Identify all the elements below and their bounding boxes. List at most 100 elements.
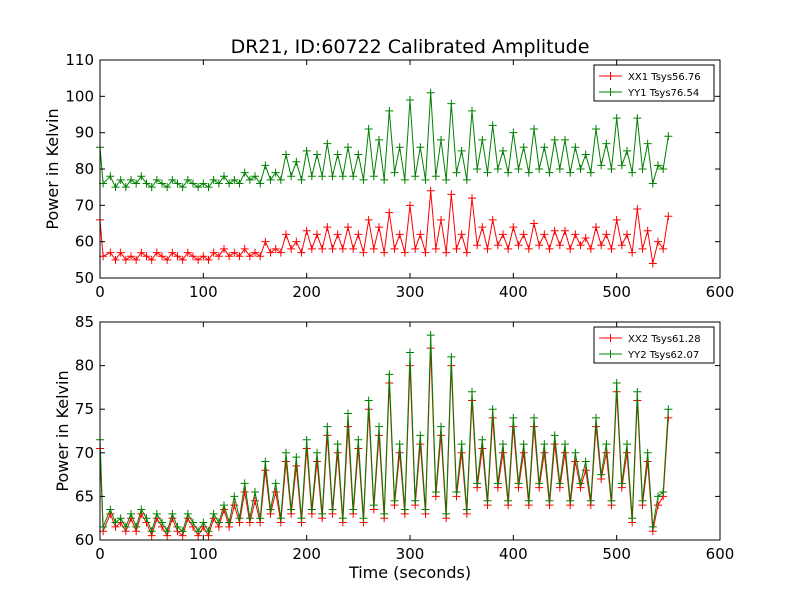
bottom-plot-legend-marker-2	[606, 350, 615, 358]
bottom-plot-series-2-marker	[266, 505, 275, 514]
bottom-plot-series-2-marker	[592, 413, 600, 422]
top-plot-series-1-marker	[468, 194, 476, 203]
bottom-plot-series-2-marker	[550, 431, 559, 440]
top-plot-ytick-label: 100	[65, 87, 94, 105]
top-plot-series-2-marker	[607, 165, 616, 173]
bottom-plot-ytick-label: 80	[75, 357, 94, 375]
top-plot-legend: XX1 Tsys56.76 YY1 Tsys76.54	[593, 64, 715, 102]
top-plot-series-2-marker	[256, 179, 265, 188]
bottom-plot-series-2-marker	[132, 522, 141, 531]
top-plot-series-1-marker	[499, 230, 507, 239]
top-plot-series-2-marker	[333, 150, 342, 159]
top-plot-series-1-marker	[473, 241, 482, 250]
bottom-plot-series-2-marker	[400, 505, 409, 514]
bottom-plot-series-1-marker	[602, 448, 611, 457]
top-plot-series-2-marker	[121, 183, 130, 192]
bottom-plot-series-2-marker	[447, 352, 456, 361]
top-plot-series-2-marker	[297, 175, 306, 184]
top-plot-series-1-marker	[178, 255, 187, 264]
top-plot-series-2-marker	[214, 179, 223, 188]
top-plot-series-1-marker	[623, 230, 631, 239]
top-plot-series-1-marker	[524, 244, 533, 253]
top-plot-legend-marker-1	[606, 72, 615, 80]
bottom-plot-series-2-marker	[633, 387, 642, 396]
top-plot-series-2-marker	[483, 168, 492, 177]
bottom-plot-series-2-marker	[271, 479, 280, 488]
top-plot-series-2-marker	[571, 143, 580, 152]
bottom-plot-series-2-marker	[617, 479, 626, 488]
top-plot-series-2-marker	[266, 175, 275, 184]
top-plot-series-1-marker	[220, 244, 228, 253]
top-plot-series-2-marker	[452, 168, 461, 177]
top-plot-series-2-marker	[292, 157, 301, 166]
bottom-plot-series-2-marker	[302, 435, 311, 444]
top-plot-series-2-marker	[111, 183, 120, 192]
bottom-plot-series-2-marker	[623, 440, 631, 449]
top-plot-series-1-marker	[240, 244, 249, 253]
top-plot-series-1-marker	[297, 248, 306, 257]
bottom-plot-series-1-marker	[240, 488, 249, 497]
top-plot-series-1-marker	[550, 226, 559, 235]
top-plot-series-2-marker	[364, 125, 373, 134]
top-plot-series-2-marker	[354, 150, 363, 159]
top-plot-series-2-marker	[137, 172, 146, 181]
top-plot-series-1-marker	[349, 244, 358, 253]
top-plot-xtick-label: 300	[396, 283, 425, 301]
bottom-plot-series-2-marker	[106, 505, 115, 514]
bottom-plot-series-2-marker	[261, 457, 270, 466]
top-plot-series-1-marker	[597, 241, 606, 250]
top-plot-xtick-label: 400	[499, 283, 528, 301]
bottom-plot-series-2-marker	[638, 496, 647, 505]
top-plot-series-2-marker	[240, 168, 249, 177]
bottom-plot-series-2-marker	[364, 396, 373, 405]
top-plot-series-1-marker	[633, 204, 642, 213]
top-plot-series-1-marker	[292, 237, 301, 246]
bottom-plot-ytick-label: 70	[75, 444, 94, 462]
top-plot-series-2-marker	[499, 146, 507, 155]
bottom-plot-series-2-marker	[457, 440, 466, 449]
top-plot-series-1-marker	[359, 248, 368, 257]
top-plot-series-1-marker	[127, 252, 135, 261]
top-plot-series-2-marker	[493, 165, 502, 173]
bottom-plot-series-2-marker	[116, 514, 125, 523]
bottom-plot-series-2-marker	[137, 505, 146, 514]
top-plot-series-1-marker	[643, 226, 652, 235]
bottom-plot-series-1-marker	[251, 496, 259, 505]
bottom-plot-series-2-marker	[390, 496, 399, 505]
top-plot-series-1-marker	[576, 241, 585, 250]
top-plot-series-2-marker	[633, 114, 642, 123]
top-plot-legend-label-1: XX1 Tsys56.76	[628, 72, 701, 83]
top-plot-series-2-marker	[581, 150, 590, 159]
bottom-plot-series-2-marker	[535, 479, 544, 488]
top-plot-series-2-marker	[194, 183, 203, 192]
top-plot-series-2-marker	[431, 172, 440, 181]
top-plot-series-2-marker	[132, 179, 141, 188]
top-plot-series-1-marker	[406, 201, 414, 210]
top-plot-series-1-marker	[390, 244, 399, 253]
bottom-plot-series-2-marker	[509, 413, 518, 422]
top-plot-series-2-marker	[163, 183, 172, 192]
top-plot-series-1-marker	[395, 230, 404, 239]
top-plot-series-2-marker	[488, 121, 497, 130]
bottom-plot-series-2-marker	[199, 518, 208, 527]
top-plot-series-2-marker	[245, 175, 254, 184]
top-plot-series-1-marker	[163, 255, 172, 264]
top-plot-series-2-marker	[271, 168, 280, 177]
bottom-plot-xtick-label: 600	[706, 545, 735, 563]
bottom-plot-series-2-marker	[483, 496, 492, 505]
bottom-plot-series-2-marker	[209, 509, 218, 518]
top-plot-series-1-marker	[307, 244, 316, 253]
top-plot-series-2-marker	[199, 179, 208, 188]
top-plot-series-1-marker	[106, 248, 115, 257]
top-plot-series-1-marker	[416, 230, 425, 239]
top-plot-series-2-marker	[457, 146, 466, 155]
bottom-plot-series-1-marker	[261, 466, 270, 475]
top-plot-series-1-marker	[137, 248, 146, 257]
bottom-plot-series-2-marker	[204, 527, 213, 536]
top-plot-series-2-marker	[349, 172, 358, 181]
top-plot-series-2-marker	[344, 143, 352, 152]
bottom-plot-series-2-marker	[220, 501, 228, 510]
top-plot-series-2-marker	[359, 175, 368, 184]
bottom-plot-series-2-marker	[163, 527, 172, 536]
bottom-plot-series-2-marker	[612, 379, 621, 388]
